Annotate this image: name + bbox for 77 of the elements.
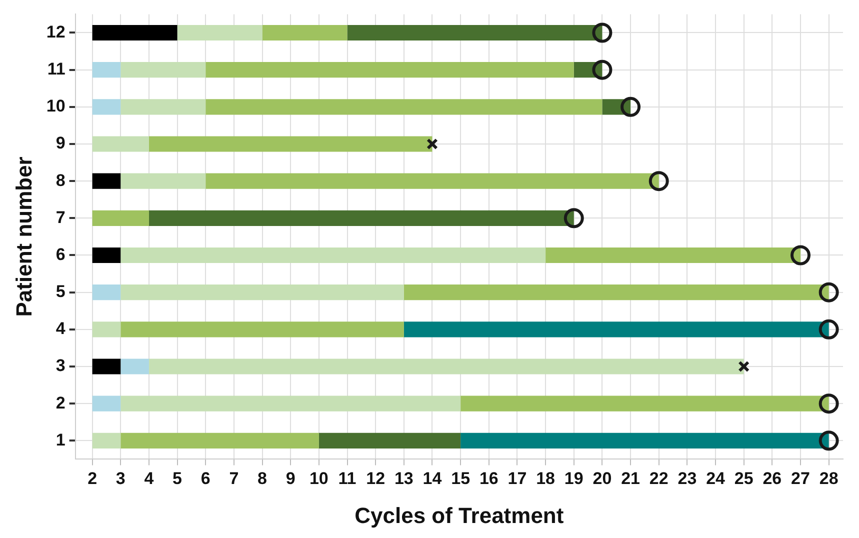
y-tick-label: 5 xyxy=(56,282,66,302)
y-tick-label: 2 xyxy=(56,393,66,412)
bar xyxy=(262,24,348,41)
y-tick-label: 11 xyxy=(47,60,66,79)
bar xyxy=(120,173,206,189)
x-tick-label: 6 xyxy=(200,469,210,488)
y-tick-label: 7 xyxy=(56,208,66,227)
bar xyxy=(92,173,121,189)
bar xyxy=(92,396,121,412)
bar xyxy=(546,247,801,264)
bar xyxy=(206,99,602,115)
bar xyxy=(318,432,461,448)
x-axis-title: Cycles of Treatment xyxy=(354,502,564,528)
bar xyxy=(120,322,404,338)
x-tick-label: 2 xyxy=(88,469,98,488)
bar xyxy=(92,284,121,300)
bar xyxy=(177,24,262,41)
x-tick-label: 12 xyxy=(366,469,386,488)
bar xyxy=(92,247,121,264)
bar xyxy=(92,99,121,115)
y-tick-label: 8 xyxy=(56,170,66,190)
x-tick-label: 15 xyxy=(451,469,470,488)
y-tick-label: 3 xyxy=(56,356,66,376)
bar xyxy=(92,210,149,226)
bar xyxy=(148,136,432,152)
x-tick-label: 13 xyxy=(394,469,414,488)
y-tick-label: 9 xyxy=(56,134,66,153)
x-tick-label: 25 xyxy=(734,469,754,488)
bar xyxy=(120,99,206,115)
x-tick-label: 9 xyxy=(286,469,296,488)
bar xyxy=(120,396,461,412)
x-tick-label: 4 xyxy=(144,469,154,488)
x-tick-label: 5 xyxy=(172,469,182,488)
x-tick-label: 14 xyxy=(422,469,442,488)
x-tick-label: 26 xyxy=(762,469,782,488)
x-tick-label: 11 xyxy=(338,469,356,488)
bar xyxy=(92,432,121,448)
x-tick-label: 20 xyxy=(592,469,612,488)
y-tick-label: 6 xyxy=(56,244,66,264)
bar xyxy=(148,358,744,374)
bar xyxy=(92,136,149,152)
bar xyxy=(460,396,829,412)
y-axis-title: Patient number xyxy=(11,156,36,317)
bar xyxy=(120,432,319,448)
x-tick-label: 10 xyxy=(309,469,328,488)
x-tick-label: 7 xyxy=(229,469,239,488)
bar xyxy=(120,284,404,300)
bar xyxy=(460,432,829,448)
bar xyxy=(92,24,178,41)
bar xyxy=(92,322,121,338)
x-tick-label: 27 xyxy=(791,469,810,488)
x-tick-label: 16 xyxy=(479,469,498,488)
x-tick-label: 22 xyxy=(649,469,668,488)
y-tick-label: 4 xyxy=(56,319,66,338)
bar xyxy=(404,284,829,300)
x-tick-label: 3 xyxy=(116,469,126,488)
x-tick-label: 18 xyxy=(536,469,556,488)
bar xyxy=(404,322,829,338)
y-tick-label: 1 xyxy=(56,430,66,450)
x-tick-label: 17 xyxy=(508,469,527,488)
bar xyxy=(92,62,121,78)
bar xyxy=(120,62,206,78)
bar xyxy=(120,358,149,374)
x-tick-label: 21 xyxy=(621,469,640,488)
y-tick-label: 12 xyxy=(46,22,66,42)
bar xyxy=(148,210,574,226)
bar xyxy=(120,247,546,264)
bar xyxy=(206,173,659,189)
y-tick-label: 10 xyxy=(46,96,66,116)
bar xyxy=(206,62,574,78)
x-tick-label: 19 xyxy=(564,469,584,488)
bar xyxy=(347,24,602,41)
x-tick-label: 24 xyxy=(706,469,726,488)
x-tick-label: 28 xyxy=(819,469,838,488)
x-tick-label: 23 xyxy=(678,469,697,488)
bar xyxy=(92,358,121,374)
x-tick-label: 8 xyxy=(258,469,268,488)
